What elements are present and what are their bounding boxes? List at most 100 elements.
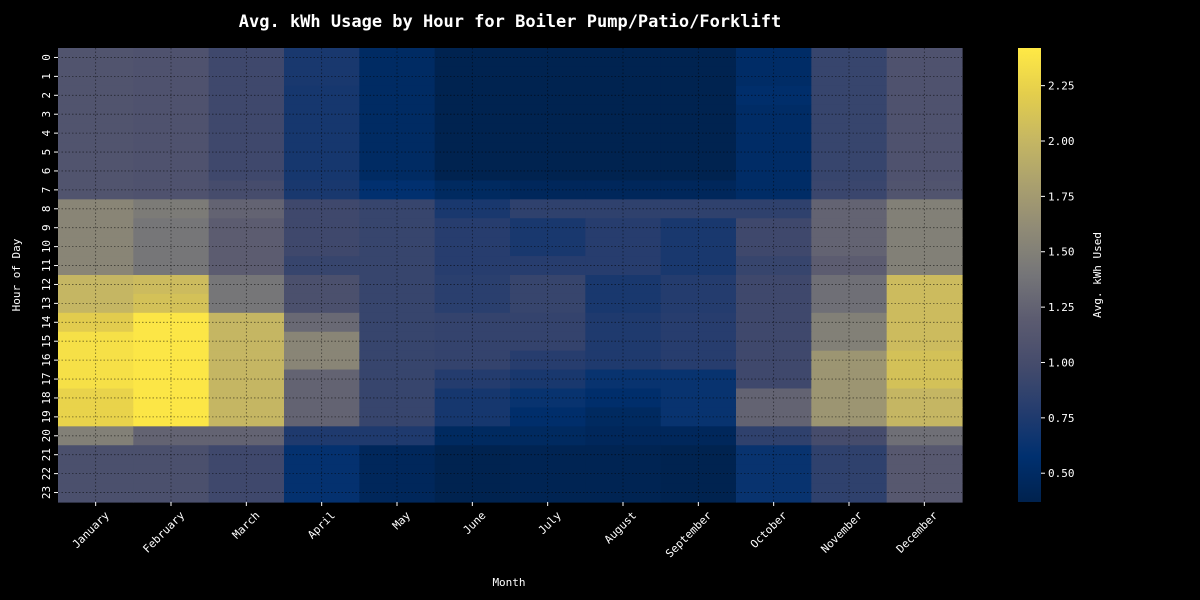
heatmap-cell — [359, 218, 436, 238]
y-tick-label: 18 — [40, 391, 53, 404]
x-tick-label: December — [894, 509, 941, 556]
heatmap-cell — [58, 407, 134, 427]
heatmap-cell — [585, 426, 662, 446]
heatmap-cell — [886, 48, 963, 68]
colorbar-tick-label: 1.00 — [1048, 356, 1075, 369]
heatmap-cell — [510, 426, 586, 446]
colorbar-tick-label: 1.50 — [1048, 246, 1075, 259]
x-tick-label: April — [305, 509, 338, 542]
y-tick-label: 7 — [40, 187, 53, 194]
heatmap-cell — [208, 407, 285, 427]
heatmap-cell — [736, 275, 812, 295]
heatmap-cell — [359, 180, 436, 200]
y-tick-label: 12 — [40, 278, 53, 291]
heatmap-cell — [736, 464, 812, 484]
x-tick-label: June — [461, 509, 489, 537]
y-tick-label: 21 — [40, 448, 53, 461]
heatmap-cell — [208, 142, 285, 163]
heatmap-cell — [434, 426, 511, 446]
y-tick-label: 15 — [40, 335, 53, 348]
heatmap-cell — [510, 48, 586, 68]
heatmap-cell — [434, 275, 511, 295]
heatmap-cell — [58, 85, 134, 106]
heatmap-cell — [886, 85, 963, 106]
heatmap-cell — [58, 426, 134, 446]
x-tick-label: November — [818, 509, 865, 556]
heatmap-cell — [208, 237, 285, 257]
y-tick-label: 23 — [40, 486, 53, 499]
heatmap-cell — [886, 331, 963, 352]
heatmap-cell — [434, 312, 511, 333]
heatmap-cell — [736, 180, 812, 200]
y-axis-label: Hour of Day — [10, 238, 23, 311]
heatmap-gridlines — [58, 48, 962, 502]
heatmap-cell — [434, 407, 511, 427]
x-axis-label: Month — [492, 576, 525, 589]
y-tick-label: 16 — [40, 354, 53, 367]
heatmap-cell — [434, 464, 511, 484]
colorbar-tick-label: 0.50 — [1048, 467, 1075, 480]
heatmap-cell — [585, 464, 662, 484]
heatmap-cell — [736, 142, 812, 163]
heatmap-cell — [434, 218, 511, 238]
heatmap-cell — [510, 237, 586, 257]
heatmap-cell — [510, 85, 586, 106]
heatmap-cell — [434, 237, 511, 257]
heatmap-cell — [359, 85, 436, 106]
heatmap-cell — [736, 48, 812, 68]
x-tick-label: March — [230, 509, 263, 542]
y-tick-label: 1 — [40, 73, 53, 80]
heatmap-cell — [510, 312, 586, 333]
colorbar-tick-label: 2.25 — [1048, 80, 1075, 93]
heatmap-cell — [886, 426, 963, 446]
heatmap-cell — [58, 331, 134, 352]
y-tick-label: 0 — [40, 54, 53, 61]
heatmap-cell — [58, 218, 134, 238]
heatmap-cell — [434, 142, 511, 163]
colorbar-ticks: 0.50 0.75 1.00 1.25 1.50 1.75 2.00 2.25 — [1041, 80, 1075, 480]
x-tick-label: July — [536, 509, 564, 537]
y-tick-label: 20 — [40, 429, 53, 442]
heatmap-cell — [58, 464, 134, 484]
x-tick-label: May — [390, 509, 414, 533]
heatmap-cell — [886, 369, 963, 390]
heatmap-cell — [58, 237, 134, 257]
heatmap-cell — [434, 85, 511, 106]
y-tick-label: 2 — [40, 92, 53, 99]
heatmap-cell — [585, 331, 662, 352]
heatmap-cell — [886, 275, 963, 295]
heatmap-cell — [510, 180, 586, 200]
heatmap-cell — [886, 312, 963, 333]
heatmap-cell — [585, 180, 662, 200]
heatmap-cell — [359, 275, 436, 295]
heatmap-cell — [58, 180, 134, 200]
heatmap-cell — [585, 48, 662, 68]
heatmap-cell — [359, 369, 436, 390]
heatmap-cell — [359, 407, 436, 427]
heatmap-cell — [208, 275, 285, 295]
heatmap-cell — [58, 312, 134, 333]
heatmap-cell — [585, 218, 662, 238]
heatmap-cell — [736, 312, 812, 333]
heatmap-cell — [208, 464, 285, 484]
heatmap-cell — [208, 331, 285, 352]
heatmap-cell — [208, 369, 285, 390]
heatmap-cell — [510, 369, 586, 390]
y-tick-label: 19 — [40, 410, 53, 423]
x-tick-label: February — [140, 509, 187, 556]
heatmap-cell — [434, 48, 511, 68]
heatmap-cell — [736, 369, 812, 390]
heatmap-cell — [886, 464, 963, 484]
heatmap-cell — [208, 426, 285, 446]
heatmap-cell — [510, 464, 586, 484]
heatmap-cell — [886, 237, 963, 257]
heatmap-cell — [359, 48, 436, 68]
colorbar — [1018, 48, 1041, 502]
colorbar-tick-label: 2.00 — [1048, 135, 1075, 148]
heatmap-cell — [585, 275, 662, 295]
heatmap-cell — [58, 369, 134, 390]
heatmap-cell — [359, 464, 436, 484]
y-tick-label: 9 — [40, 224, 53, 231]
heatmap-cell — [585, 237, 662, 257]
